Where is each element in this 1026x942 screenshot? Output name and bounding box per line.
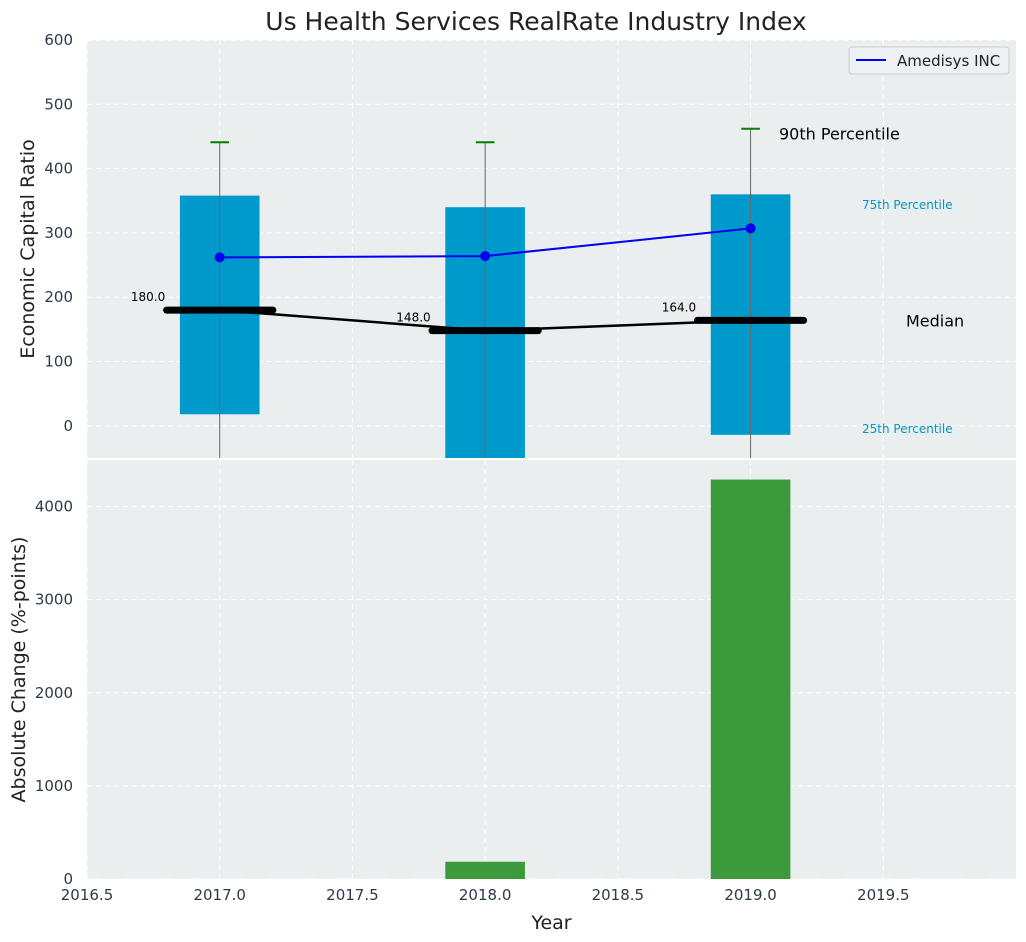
plot-area (87, 460, 1016, 879)
x-tick-label: 2019.0 (724, 886, 777, 904)
x-tick-label: 2018.0 (459, 886, 512, 904)
legend-box (848, 46, 1010, 75)
x-tick-label: 2017.5 (326, 886, 379, 904)
y-tick-label: 100 (44, 353, 73, 371)
y-tick-label: 2000 (35, 684, 73, 702)
change-bar (710, 479, 791, 879)
annotation-p90: 90th Percentile (779, 125, 900, 144)
y-tick-label: 500 (44, 95, 73, 113)
y-tick-label: 400 (44, 160, 73, 178)
annotation-p25: 25th Percentile (862, 422, 953, 436)
median-value-label: 164.0 (662, 300, 696, 314)
change-bar (445, 861, 525, 879)
y-tick-label: 4000 (35, 498, 73, 516)
median-line (219, 308, 751, 332)
box-plot-panel: 0 100 200 300 400 500 600 Economic Capital Rati… (17, 31, 1016, 458)
company-point (214, 252, 225, 263)
x-tick-label: 2019.5 (857, 886, 910, 904)
chart-title: Us Health Services RealRate Industry Ind… (265, 7, 806, 36)
company-point (745, 223, 756, 234)
y-tick-label: 1000 (35, 777, 73, 795)
change-bar-panel: 0 1000 2000 3000 4000 2016.5 2017.0 2017.5 2018.… (8, 460, 1016, 934)
annotation-p75: 75th Percentile (862, 198, 953, 212)
legend-label: Amedisys INC (897, 52, 1000, 70)
median-value-label: 180.0 (131, 290, 165, 304)
x-axis-label: Year (530, 912, 571, 934)
x-tick-label: 2016.5 (61, 886, 114, 904)
legend: Amedisys INC (848, 46, 1010, 75)
y-tick-label: 300 (44, 224, 73, 242)
y-tick-label: 0 (63, 417, 73, 435)
company-point (480, 251, 491, 262)
y-tick-label: 600 (44, 31, 73, 49)
annotation-median: Median (906, 311, 964, 330)
median-value-label: 148.0 (396, 311, 430, 325)
y-tick-label: 0 (63, 870, 73, 888)
x-tick-label: 2018.5 (592, 886, 645, 904)
x-tick-label: 2017.0 (193, 886, 246, 904)
y-tick-label: 200 (44, 288, 73, 306)
y-axis-label: Absolute Change (%-points) (8, 537, 30, 803)
y-axis-label: Economic Capital Ratio (17, 139, 39, 358)
y-tick-label: 3000 (35, 591, 73, 609)
